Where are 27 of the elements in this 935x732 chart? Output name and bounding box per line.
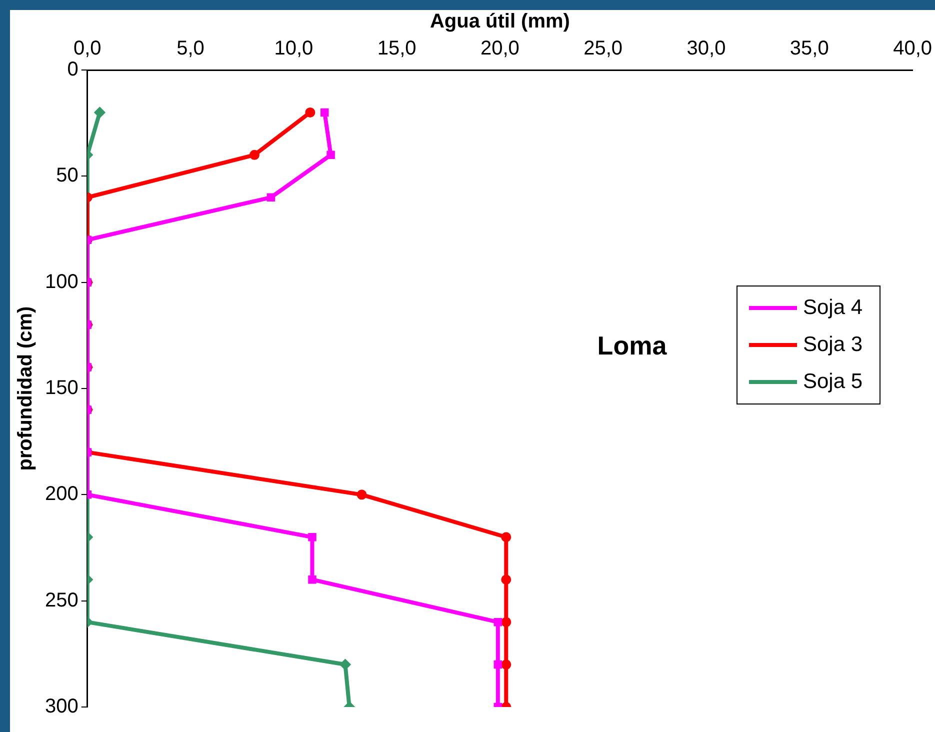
y-tick-label: 300 <box>44 696 78 718</box>
x-tick-label: 0,0 <box>73 38 102 60</box>
y-tick-label: 50 <box>56 164 78 187</box>
x-tick-label: 30,0 <box>686 38 726 60</box>
point <box>356 490 367 500</box>
x-tick-label: 40,0 <box>893 38 932 60</box>
legend-label: Soja 3 <box>803 332 863 356</box>
legend-label: Soja 5 <box>803 370 863 393</box>
x-tick-label: 20,0 <box>480 38 520 60</box>
y-tick-label: 250 <box>44 589 78 612</box>
point <box>501 617 512 628</box>
legend-label: Soja 4 <box>803 296 863 319</box>
y-tick-label: 200 <box>44 483 78 506</box>
y-axis-title: profundidad (cm) <box>14 306 37 471</box>
x-tick-label: 25,0 <box>584 38 623 60</box>
x-tick-label: 15,0 <box>377 38 416 60</box>
point <box>501 660 512 670</box>
x-tick-label: 35,0 <box>790 38 829 60</box>
y-tick-label: 0 <box>67 58 78 81</box>
x-tick-label: 5,0 <box>176 38 204 60</box>
y-tick-label: 100 <box>44 270 78 293</box>
x-tick-label: 10,0 <box>274 38 314 60</box>
annotation: Loma <box>597 330 668 360</box>
point <box>501 574 512 585</box>
point <box>501 532 512 542</box>
x-axis-title: Agua útil (mm) <box>430 10 570 33</box>
y-tick-label: 150 <box>44 377 78 400</box>
